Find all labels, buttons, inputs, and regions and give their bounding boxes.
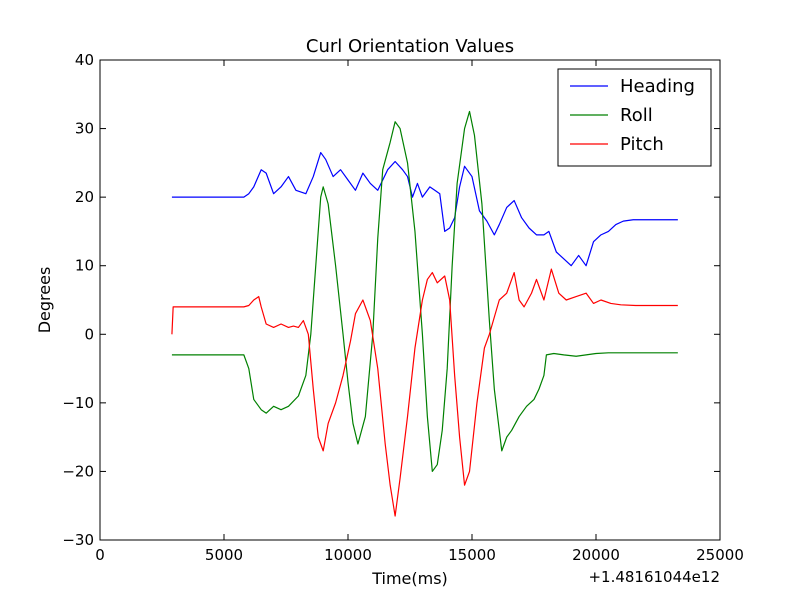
series-line-pitch	[171, 268, 678, 517]
y-tick-label: −30	[62, 531, 94, 549]
series-layer	[171, 110, 678, 517]
x-tick-label: 5000	[205, 546, 243, 564]
x-tick-label: 0	[95, 546, 105, 564]
x-tick-label: 20000	[572, 546, 620, 564]
legend: Heading Roll Pitch	[557, 68, 712, 167]
series-line-heading	[171, 151, 678, 267]
y-tick-label: 40	[75, 51, 94, 69]
y-axis-label: Degrees	[35, 267, 54, 334]
y-tick-label: 30	[75, 120, 94, 138]
y-tick-label: 10	[75, 257, 94, 275]
legend-label-heading: Heading	[620, 76, 695, 97]
series-line-roll	[171, 110, 678, 473]
y-tick-label: −10	[62, 394, 94, 412]
x-axis-label: Time(ms)	[371, 569, 448, 588]
x-tick-label: 10000	[324, 546, 372, 564]
y-tick-label: 20	[75, 188, 94, 206]
legend-box	[557, 68, 712, 167]
y-tick-label: −20	[62, 462, 94, 480]
x-tick-label: 25000	[696, 546, 744, 564]
chart-title: Curl Orientation Values	[306, 36, 514, 57]
ticks-layer: 0 5000 10000 15000 20000 25000 −30 −20 −10 0 10 20 3…	[62, 51, 744, 564]
x-tick-label: 15000	[448, 546, 496, 564]
plot-frame	[99, 59, 721, 541]
legend-label-roll: Roll	[620, 105, 653, 126]
y-tick-label: 0	[84, 325, 94, 343]
x-offset-label: +1.48161044e12	[588, 568, 720, 586]
legend-label-pitch: Pitch	[620, 134, 664, 155]
